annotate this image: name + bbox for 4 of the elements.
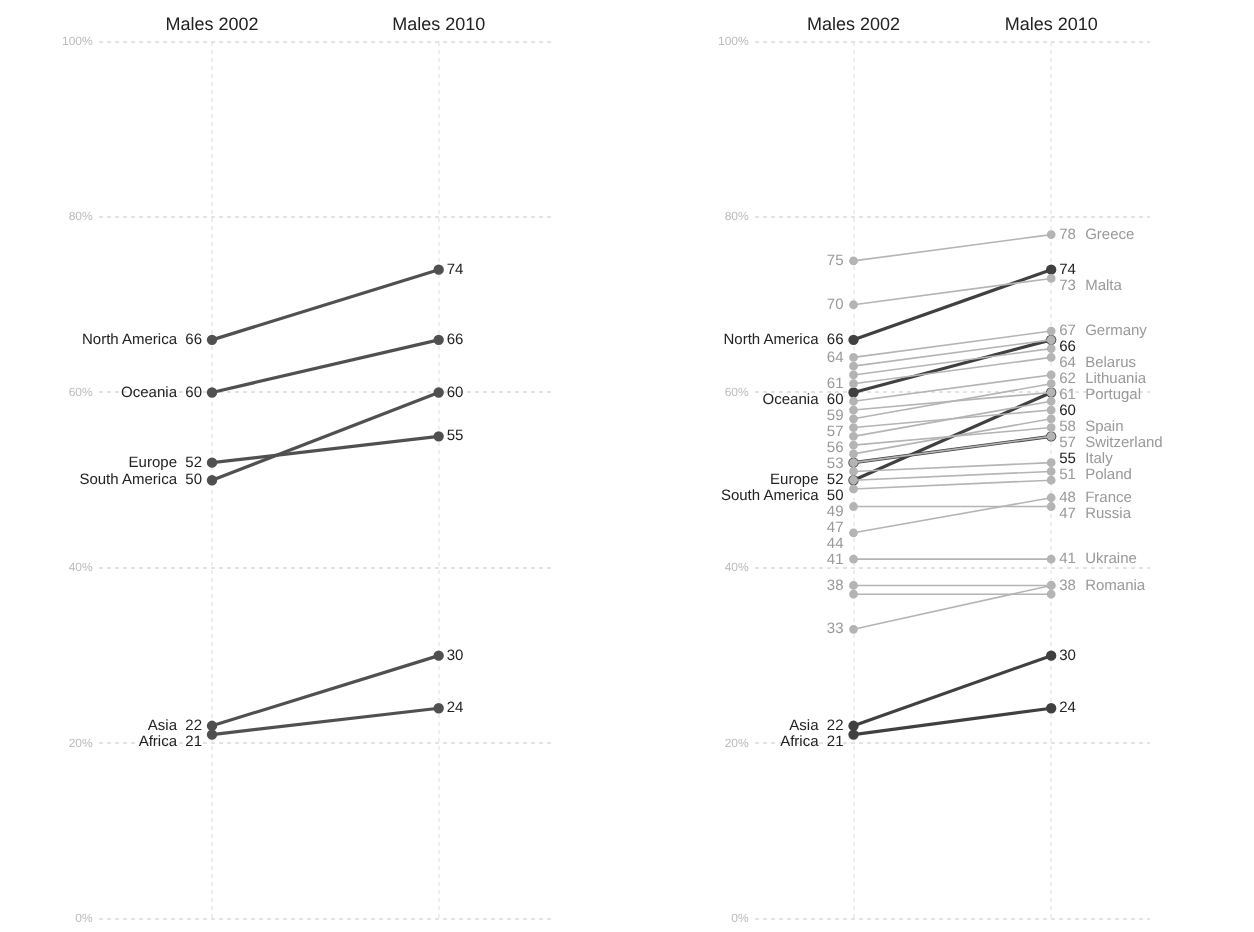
x-tick-label: Males 2002 xyxy=(165,13,259,34)
x-tick-label: Males 2010 xyxy=(392,13,486,34)
x-tick-label: Males 2010 xyxy=(1004,13,1098,34)
x-tick-label: Males 2002 xyxy=(806,13,901,34)
